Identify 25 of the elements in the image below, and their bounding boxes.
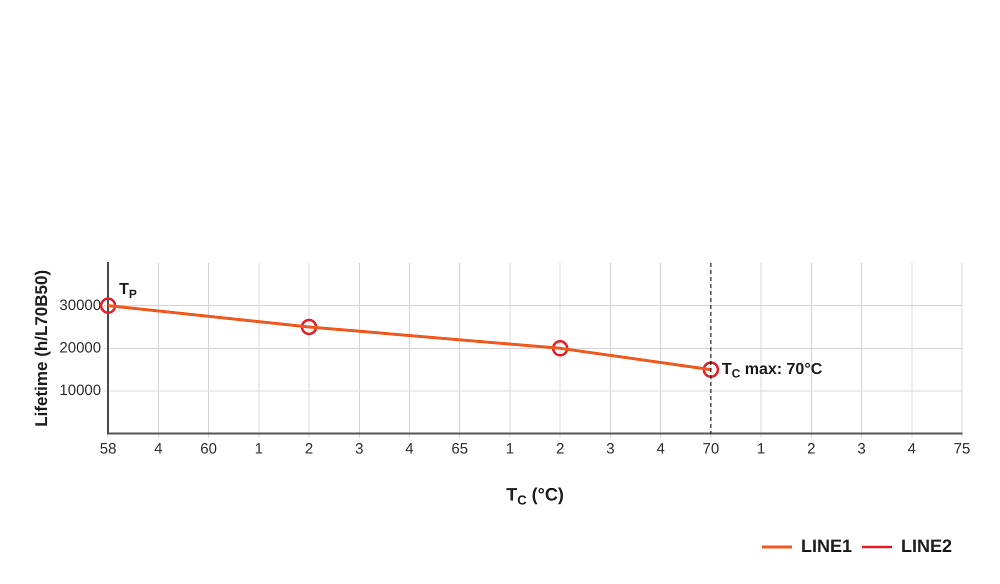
x-tick-label: 4 — [908, 440, 916, 458]
x-tick-label: 4 — [154, 440, 163, 458]
x-tick-label: 1 — [756, 440, 766, 458]
x-tick-label: 2 — [807, 440, 816, 458]
x-tick-label: 58 — [100, 440, 116, 458]
x-tick-label: 1 — [254, 440, 263, 458]
point — [100, 297, 116, 314]
x-tick-label: 70 — [702, 440, 720, 458]
x-tick-label: 3 — [857, 440, 866, 458]
y-tick-label: 30000 — [59, 296, 102, 314]
y-tick-label: 20000 — [59, 339, 102, 356]
y-tick-label: 10000 — [59, 382, 102, 400]
x-tick-label: 65 — [451, 440, 468, 458]
x-tick-label: 75 — [954, 440, 970, 458]
legend-label: LINE1 — [800, 536, 852, 556]
x-tick-label: 2 — [556, 440, 564, 458]
x-tick-label: 60 — [200, 440, 217, 458]
y-axis-title: Lifetime (h/L70B50) — [32, 270, 51, 427]
x-tick-label: 4 — [405, 440, 414, 458]
x-tick-label: 4 — [656, 440, 665, 458]
x-tick-label: 1 — [506, 440, 514, 458]
x-tick-label: 3 — [606, 440, 615, 458]
x-tick-label: 3 — [355, 440, 364, 458]
legend-label: LINE2 — [900, 536, 952, 556]
x-tick-label: 2 — [304, 440, 314, 458]
